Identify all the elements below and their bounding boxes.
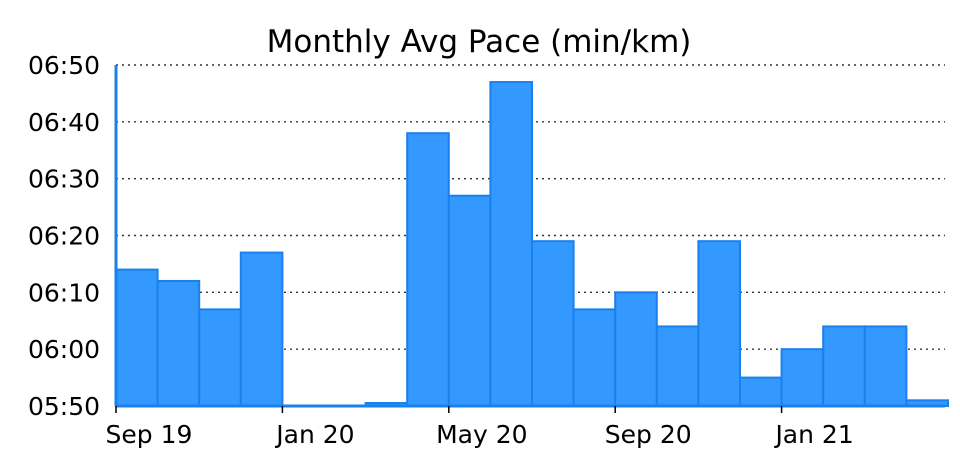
bar-2020-04 [406, 132, 450, 407]
bar-2019-09 [115, 268, 159, 407]
bar-2020-06 [489, 81, 533, 408]
x-tick-label: May 20 [436, 420, 527, 449]
bar-2019-12 [239, 251, 284, 407]
x-tick-labels: Sep 19 Jan 20 May 20 Sep 20 Jan 21 [106, 420, 854, 449]
bar-2020-07 [531, 240, 575, 407]
bar-2021-03 [863, 325, 908, 407]
y-tick-label: 06:20 [28, 222, 100, 251]
bar-2020-10 [655, 325, 700, 407]
y-tick-label: 06:10 [28, 278, 100, 307]
y-tick-label: 06:00 [28, 335, 100, 364]
y-tick-label: 06:50 [28, 51, 100, 80]
bar-2020-12 [739, 376, 783, 408]
y-tick-label: 05:50 [28, 392, 100, 421]
x-tick-label: Sep 20 [605, 420, 692, 449]
bar-2019-11 [198, 308, 242, 407]
y-tick-labels: 05:50 06:00 06:10 06:20 06:30 06:40 06:50 [28, 51, 100, 421]
bar-2019-10 [156, 279, 201, 408]
bar-2020-08 [572, 308, 617, 407]
bar-2021-01 [780, 348, 825, 407]
bar-2020-11 [697, 240, 742, 407]
bar-2020-09 [614, 291, 658, 408]
bar-2021-02 [822, 325, 866, 407]
bar-2020-05 [447, 194, 492, 407]
chart-title: Monthly Avg Pace (min/km) [267, 24, 692, 60]
y-tick-label: 06:30 [28, 165, 100, 194]
y-tick-label: 06:40 [28, 108, 100, 137]
bars [115, 81, 950, 408]
x-tick-label: Sep 19 [106, 420, 193, 449]
x-tick-label: Jan 21 [773, 420, 853, 449]
axes [114, 65, 945, 413]
x-tick-label: Jan 20 [274, 420, 354, 449]
